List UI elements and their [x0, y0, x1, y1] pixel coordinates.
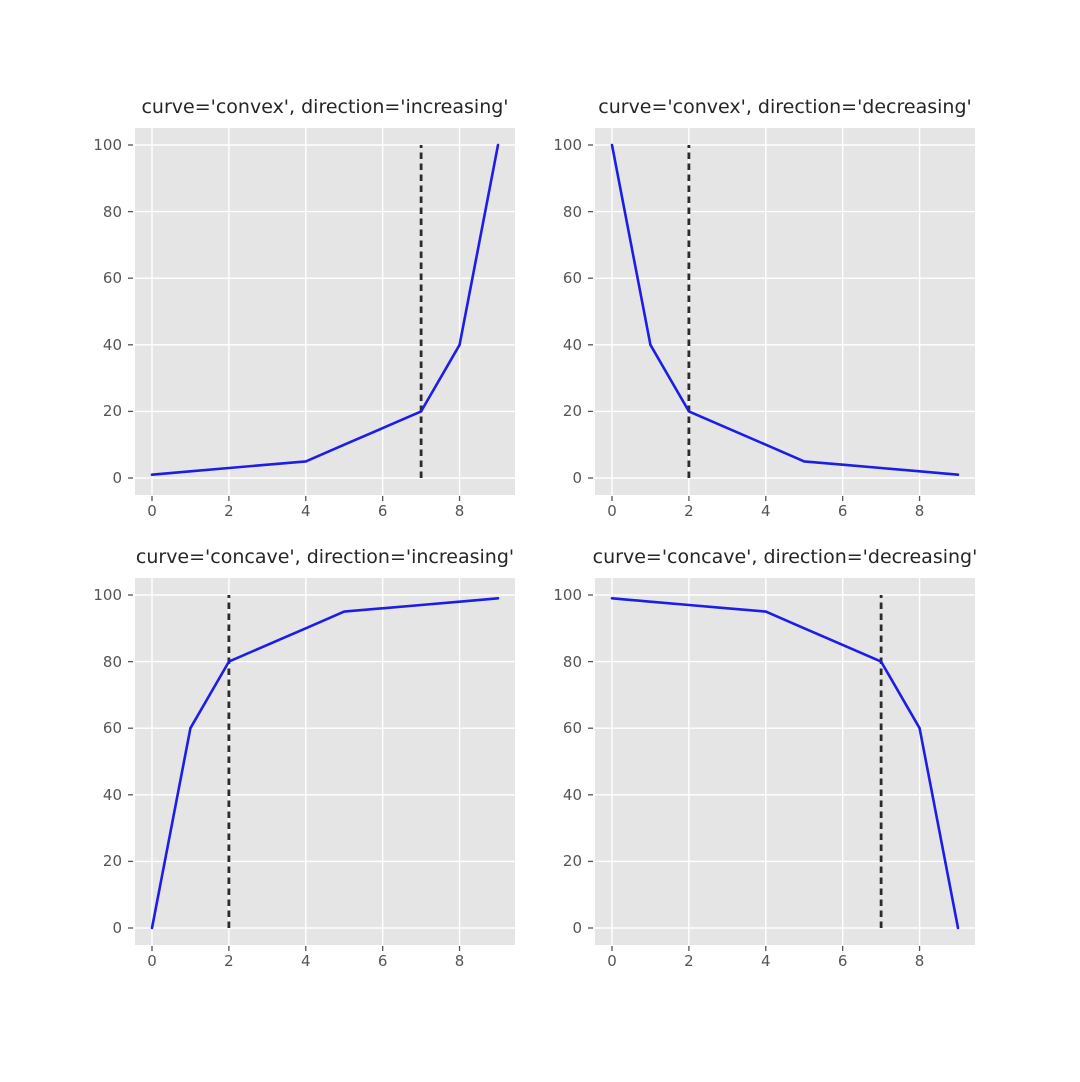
x-tick-label: 8 [914, 502, 925, 520]
x-tick-label: 2 [684, 502, 694, 520]
x-tick-label: 6 [837, 502, 848, 520]
x-tick-label: 8 [914, 952, 925, 970]
y-tick-label: 0 [572, 919, 582, 937]
data-line [610, 143, 960, 477]
x-tick-label: 6 [837, 952, 848, 970]
plot-canvas [588, 578, 975, 951]
x-axis-ticks: 0 2 4 6 8 [595, 502, 975, 522]
plot-canvas [128, 128, 515, 501]
data-line [150, 596, 500, 930]
x-tick-label: 6 [377, 502, 388, 520]
axes-background [135, 128, 515, 495]
data-line [610, 596, 960, 930]
x-tick-label: 4 [760, 952, 771, 970]
x-tick-label: 0 [147, 502, 157, 520]
x-axis-ticks: 0 2 4 6 8 [595, 952, 975, 972]
y-tick-label: 40 [102, 785, 122, 804]
subplot-convex-decreasing: curve='convex', direction='decreasing' 0… [553, 96, 975, 520]
y-tick-label: 20 [562, 852, 582, 871]
x-tick-label: 0 [607, 502, 617, 520]
y-tick-label: 40 [102, 335, 122, 354]
y-tick-label: 80 [562, 652, 582, 671]
plot-canvas [588, 128, 975, 501]
y-tick-label: 20 [102, 852, 122, 871]
y-tick-label: 60 [102, 719, 122, 738]
y-tick-label: 100 [553, 136, 582, 154]
plot-title: curve='concave', direction='increasing' [135, 546, 515, 568]
y-tick-label: 0 [112, 919, 122, 937]
x-tick-label: 0 [147, 952, 157, 970]
y-tick-label: 80 [102, 202, 122, 221]
y-tick-label: 100 [93, 586, 122, 604]
y-tick-label: 100 [553, 586, 582, 604]
y-tick-label: 60 [562, 269, 582, 288]
x-tick-label: 6 [377, 952, 388, 970]
y-axis-ticks: 0 20 40 60 80 100 [78, 578, 122, 945]
x-tick-label: 8 [454, 502, 465, 520]
y-axis-ticks: 0 20 40 60 80 100 [78, 128, 122, 495]
x-axis-ticks: 0 2 4 6 8 [135, 502, 515, 522]
axes-background [595, 128, 975, 495]
y-tick-label: 60 [562, 719, 582, 738]
x-axis-ticks: 0 2 4 6 8 [135, 952, 515, 972]
plot-title: curve='convex', direction='increasing' [141, 96, 509, 118]
x-tick-label: 2 [684, 952, 694, 970]
x-tick-label: 2 [224, 952, 234, 970]
plot-title: curve='concave', direction='decreasing' [592, 546, 978, 568]
data-line [150, 143, 500, 477]
subplot-convex-increasing: curve='convex', direction='increasing' 0… [93, 96, 515, 520]
x-tick-label: 4 [760, 502, 771, 520]
plot-title: curve='convex', direction='decreasing' [598, 96, 972, 118]
subplot-concave-increasing: curve='concave', direction='increasing' … [93, 546, 515, 970]
y-axis-ticks: 0 20 40 60 80 100 [538, 128, 582, 495]
y-tick-label: 60 [102, 269, 122, 288]
y-axis-ticks: 0 20 40 60 80 100 [538, 578, 582, 945]
x-tick-label: 8 [454, 952, 465, 970]
y-tick-label: 40 [562, 785, 582, 804]
y-tick-label: 0 [112, 469, 122, 487]
x-tick-label: 0 [607, 952, 617, 970]
x-tick-label: 4 [300, 952, 311, 970]
axes-background [135, 578, 515, 945]
y-tick-label: 80 [102, 652, 122, 671]
y-tick-label: 40 [562, 335, 582, 354]
y-tick-label: 80 [562, 202, 582, 221]
x-tick-label: 4 [300, 502, 311, 520]
subplot-concave-decreasing: curve='concave', direction='decreasing' … [553, 546, 977, 970]
axes-background [595, 578, 975, 945]
plot-canvas [128, 578, 515, 951]
y-tick-label: 20 [562, 402, 582, 421]
y-tick-label: 0 [572, 469, 582, 487]
y-tick-label: 20 [102, 402, 122, 421]
y-tick-label: 100 [93, 136, 122, 154]
x-tick-label: 2 [224, 502, 234, 520]
